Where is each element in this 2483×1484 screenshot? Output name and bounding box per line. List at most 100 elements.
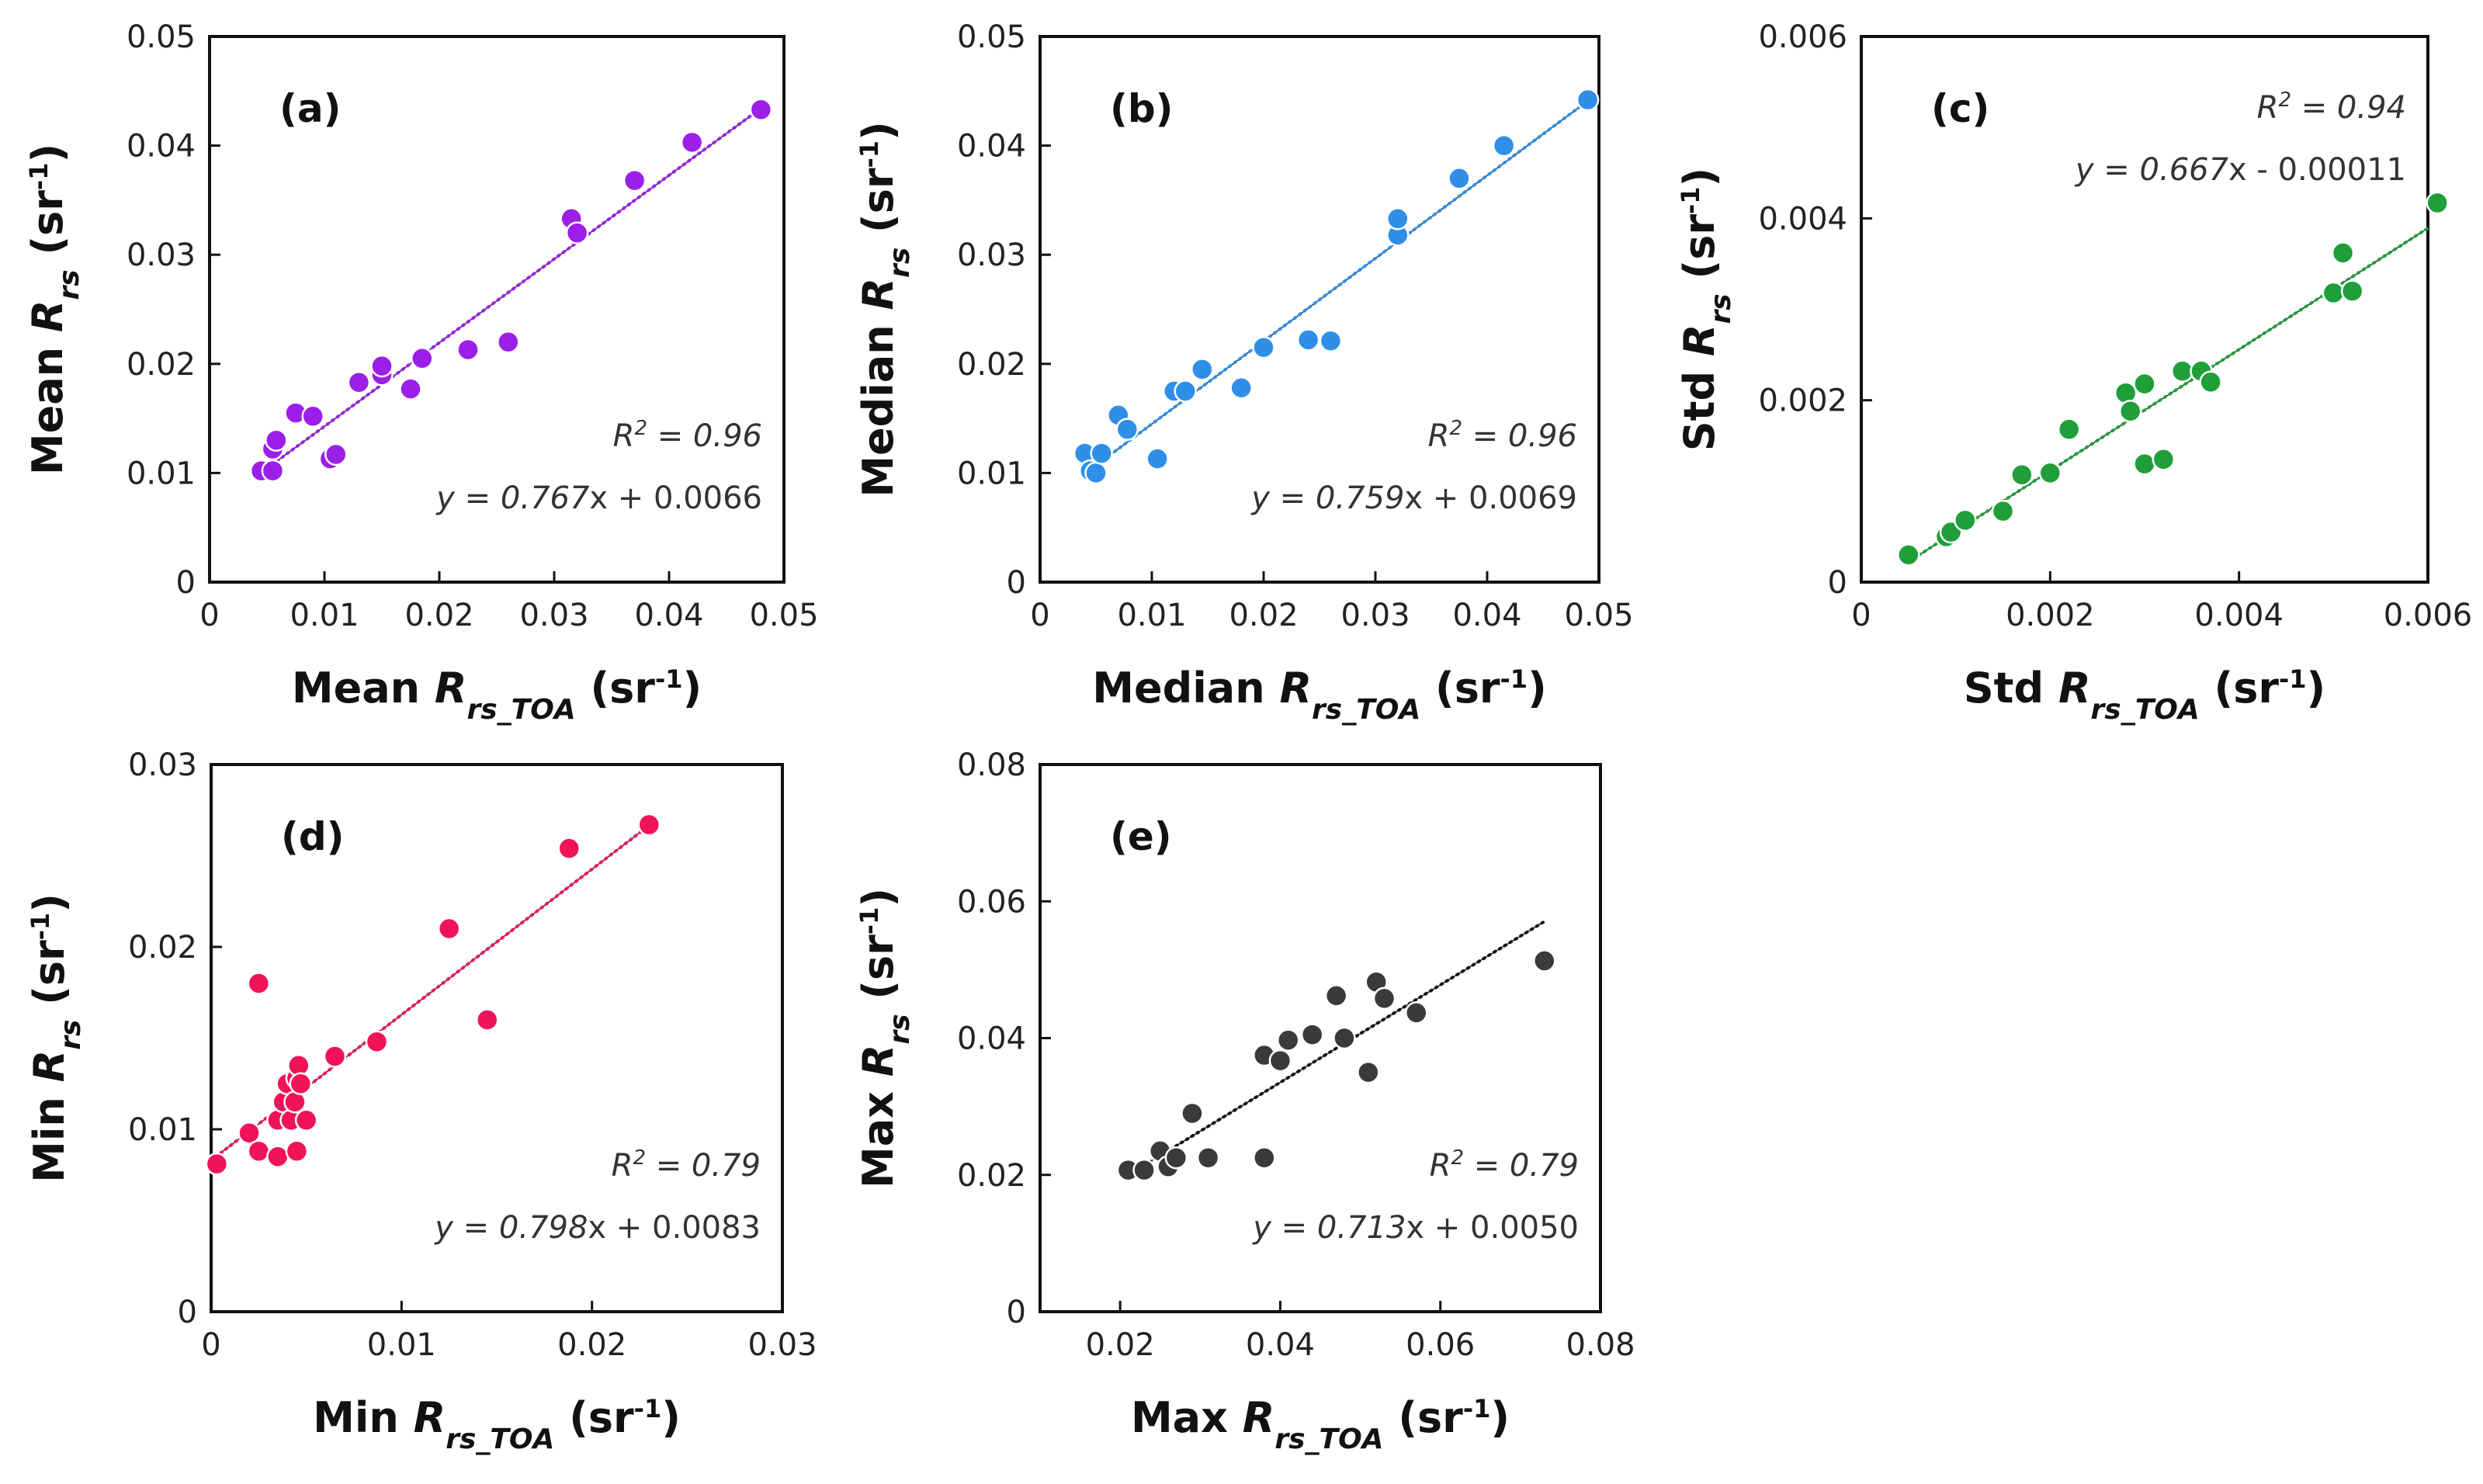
data-point: [2133, 452, 2156, 476]
data-point: [294, 1108, 318, 1132]
x-tick-label: 0: [1030, 598, 1049, 633]
r-squared-annotation: R2 = 0.94: [2257, 88, 2406, 126]
r-squared-annotation: R2 = 0.79: [612, 1146, 761, 1184]
x-tick-label: 0.004: [2194, 598, 2284, 633]
y-axis-label: Std Rrs (sr-1): [1675, 168, 1737, 451]
data-point: [1084, 461, 1108, 485]
data-point: [749, 98, 773, 121]
y-tick-label: 0.04: [957, 129, 1026, 165]
data-point: [1229, 376, 1253, 400]
data-point: [2010, 463, 2034, 487]
x-axis-label: Std Rrs_TOA (sr-1): [1964, 664, 2325, 726]
data-point: [323, 1045, 347, 1068]
data-point: [1253, 1146, 1276, 1170]
panel-label: (c): [1931, 86, 1989, 131]
data-point: [411, 347, 434, 370]
regression-equation: y = 0.667x - 0.00011: [2075, 152, 2406, 188]
data-point: [2170, 359, 2194, 383]
regression-equation: y = 0.759x + 0.0069: [1250, 480, 1577, 516]
y-tick-label: 0.02: [128, 930, 197, 966]
y-tick-label: 0.01: [127, 456, 196, 491]
data-point: [1576, 88, 1600, 112]
data-point: [370, 354, 394, 378]
data-point: [1181, 1101, 1204, 1125]
data-point: [399, 377, 422, 400]
data-point: [2057, 418, 2081, 441]
data-point: [247, 1139, 271, 1163]
data-point: [1324, 984, 1348, 1007]
data-point: [265, 428, 288, 452]
data-point: [324, 442, 348, 466]
x-tick-label: 0.06: [1406, 1327, 1475, 1363]
x-tick-label: 0.05: [749, 598, 818, 633]
data-point: [2331, 241, 2355, 265]
x-axis-label: Min Rrs_TOA (sr-1): [313, 1393, 681, 1455]
y-tick-label: 0.004: [1758, 201, 1847, 237]
data-point: [1386, 207, 1410, 231]
panel-a: 0 0.01 0.02 0.03 0.04 0.05 0 0.01 0.02 0.03 0.04 0.…: [23, 19, 819, 726]
data-point: [1196, 1146, 1220, 1170]
data-point: [2426, 191, 2449, 215]
data-point: [497, 330, 520, 354]
data-point: [1357, 1060, 1380, 1084]
x-tick-label: 0.02: [404, 598, 473, 633]
data-point: [565, 221, 589, 244]
data-point: [1405, 1001, 1428, 1025]
y-tick-label: 0: [178, 1295, 197, 1330]
x-tick-label: 0.03: [1340, 598, 1410, 633]
data-point: [1132, 1158, 1156, 1182]
y-tick-label: 0.04: [127, 129, 196, 165]
x-axis-label: Median Rrs_TOA (sr-1): [1092, 664, 1547, 726]
y-axis-label: Median Rrs (sr-1): [854, 121, 916, 498]
regression-line: [219, 820, 655, 1155]
panel-label: (a): [279, 86, 341, 131]
x-tick-label: 0.04: [634, 598, 703, 633]
plot-frame: [210, 763, 784, 1313]
data-point: [266, 1145, 290, 1168]
data-point: [1897, 543, 1920, 567]
data-point: [1276, 1028, 1300, 1052]
y-axis-label: Mean Rrs (sr-1): [23, 144, 85, 475]
y-axis-label: Max Rrs (sr-1): [854, 888, 916, 1188]
data-point: [1533, 949, 1556, 973]
data-point: [238, 1121, 261, 1145]
x-tick-label: 0.002: [2006, 598, 2095, 633]
panel-label: (b): [1110, 86, 1174, 131]
y-tick-label: 0: [1828, 565, 1847, 601]
panel-label: (d): [281, 814, 345, 859]
y-tick-label: 0.04: [957, 1021, 1026, 1057]
data-point: [1252, 335, 1275, 359]
data-point: [2119, 399, 2142, 423]
x-axis-label: Max Rrs_TOA (sr-1): [1131, 1393, 1510, 1455]
plot-frame: [1860, 35, 2429, 584]
data-point: [2340, 279, 2364, 303]
y-tick-label: 0.05: [957, 19, 1026, 55]
data-point: [261, 459, 285, 483]
data-point: [247, 972, 271, 995]
data-point: [1268, 1049, 1292, 1073]
data-point: [1333, 1026, 1356, 1050]
y-tick-label: 0.03: [128, 747, 197, 783]
data-point: [205, 1152, 229, 1176]
panel-b: 0 0.01 0.02 0.03 0.04 0.05 0 0.01 0.02 0.03 0.04 0.…: [854, 19, 1634, 726]
data-point: [557, 837, 581, 860]
y-tick-label: 0.02: [957, 347, 1026, 383]
x-tick-label: 0.02: [1229, 598, 1298, 633]
data-point: [1991, 499, 2015, 523]
panel-label: (e): [1110, 814, 1172, 859]
x-tick-label: 0.03: [747, 1327, 817, 1363]
plot-frame: [1039, 35, 1600, 584]
y-tick-label: 0.03: [127, 238, 196, 273]
x-tick-label: 0.03: [519, 598, 588, 633]
data-point: [1090, 442, 1113, 465]
x-tick-label: 0.02: [1086, 1327, 1155, 1363]
data-point: [637, 813, 661, 837]
regression-line: [1906, 226, 2429, 563]
x-tick-label: 0.04: [1452, 598, 1521, 633]
data-point: [1164, 1146, 1188, 1170]
data-point: [1954, 508, 1977, 532]
regression-line: [1083, 99, 1590, 476]
regression-line: [265, 106, 763, 470]
plot-frame: [208, 35, 785, 584]
